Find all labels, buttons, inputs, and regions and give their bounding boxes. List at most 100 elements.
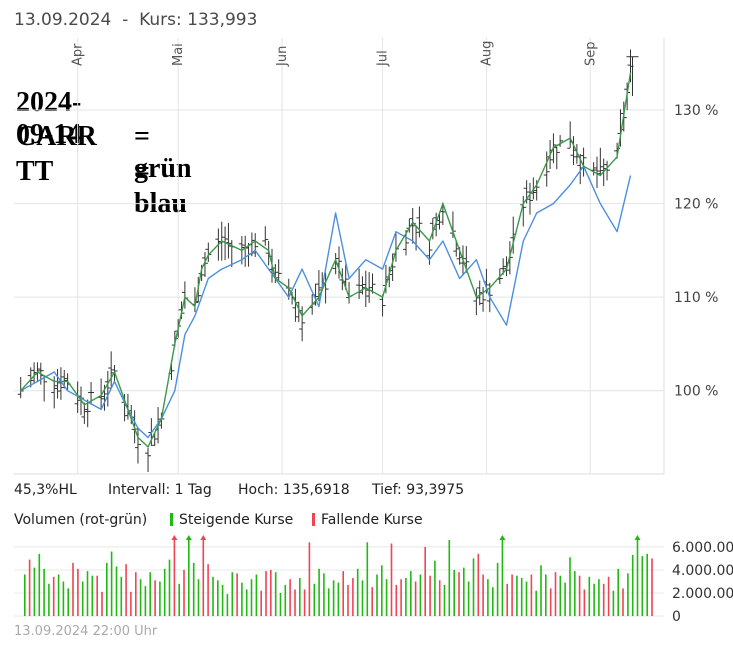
volume-bar [429,575,431,616]
volume-bar [188,540,190,616]
volume-bar [207,564,209,616]
volume-bar [96,575,98,616]
chart-header: 13.09.2024 - Kurs: 133,993 [14,10,258,30]
volume-bar [371,587,373,616]
volume-bar [303,589,306,616]
volume-bar [419,574,422,616]
volume-bar [578,575,581,616]
volume-bar [583,589,586,616]
volume-bar [612,590,615,616]
volume-bar [482,574,484,616]
volume-bar [453,569,455,616]
volume-y-tick-label: 0 [672,609,681,625]
volume-overflow-arrow [185,535,192,540]
volume-bar [448,540,451,616]
volume-bar [631,555,634,616]
volume-bar [149,572,151,616]
volume-bar [622,588,624,616]
overlay-carr-name: CARR [16,121,97,152]
stat-high: Hoch: 135,6918 [238,482,350,498]
volume-bar [337,582,340,616]
volume-bar [559,575,562,616]
volume-y-tick-label: 6.000.000 [672,540,733,556]
volume-bar [574,571,576,616]
volume-bar [110,551,113,616]
volume-bar [144,586,147,616]
volume-bar [221,584,224,616]
volume-overflow-arrow [171,535,178,540]
axis-layer: 100 % 110 % 120 % 130 % Apr Mai Jun Jul Aug Sep [71,41,719,400]
volume-bar [101,591,103,616]
volume-bar [516,575,518,616]
volume-bar [434,560,436,616]
volume-bar [381,565,383,616]
volume-bar [405,578,407,616]
volume-bar [125,564,127,616]
volume-bar [332,580,335,616]
volume-bar [323,573,325,616]
volume-bar [569,557,571,616]
volume-bar [250,579,253,616]
volume-bar [525,581,528,616]
volume-bar [33,567,36,616]
volume-bar [540,565,542,616]
volume-bar [641,556,644,616]
overlay-carr-value: = grün [134,121,192,184]
volume-bar [260,590,262,616]
volume-bar [86,571,89,616]
x-tick-label: Mai [171,43,186,66]
volume-bar [492,587,494,616]
volume-bar [477,553,480,616]
volume-bar [593,583,595,616]
volume-bar [501,540,504,616]
volume-bar [458,572,460,616]
volume-bar [284,584,287,616]
volume-bar [159,581,161,616]
volume-bar [366,542,369,616]
volume-bar [265,571,267,616]
volume-overflow-arrow [200,535,207,540]
volume-bar [352,578,354,616]
legend-falling: Fallende Kurse [312,512,423,528]
legend-rising: Steigende Kurse [170,512,293,528]
volume-bar [313,583,316,616]
volume-bar [57,574,60,616]
volume-bar [472,558,475,616]
volume-bar [91,575,94,616]
stat-low: Tief: 93,3975 [372,482,465,498]
x-tick-label: Apr [71,43,86,66]
volume-bar [511,574,513,616]
volume-bar [183,569,185,616]
volume-bar [564,582,566,616]
volume-bar [178,583,180,616]
volume-bar [81,581,84,616]
volume-bar [294,589,296,616]
y-tick-label: 100 % [674,384,718,400]
volume-bar [376,574,378,616]
volume-bar [487,579,489,616]
overlay-date-text: 2024-09-14 [16,87,82,150]
volume-bar [602,583,605,616]
volume-bar [588,576,591,616]
volume-bar [77,568,79,616]
volume-bar [617,568,619,616]
volume-bar [289,579,291,616]
volume-bar [168,559,171,616]
volume-bar [361,580,364,616]
volume-bar [115,566,118,616]
volume-bar [154,580,156,616]
volume-bar [173,540,176,616]
x-tick-label: Jul [376,50,391,67]
volume-bar [130,591,132,616]
volume-bar [24,574,26,616]
volume-bar [255,574,258,616]
legend-rising-label: Steigende Kurse [179,512,294,528]
stat-interval: Intervall: 1 Tag [108,482,212,498]
volume-bar [38,553,41,616]
volume-bar [414,581,417,616]
volume-bar [28,559,31,616]
volume-bar [535,590,537,616]
volume-bar [400,579,402,616]
volume-bar [217,580,219,616]
